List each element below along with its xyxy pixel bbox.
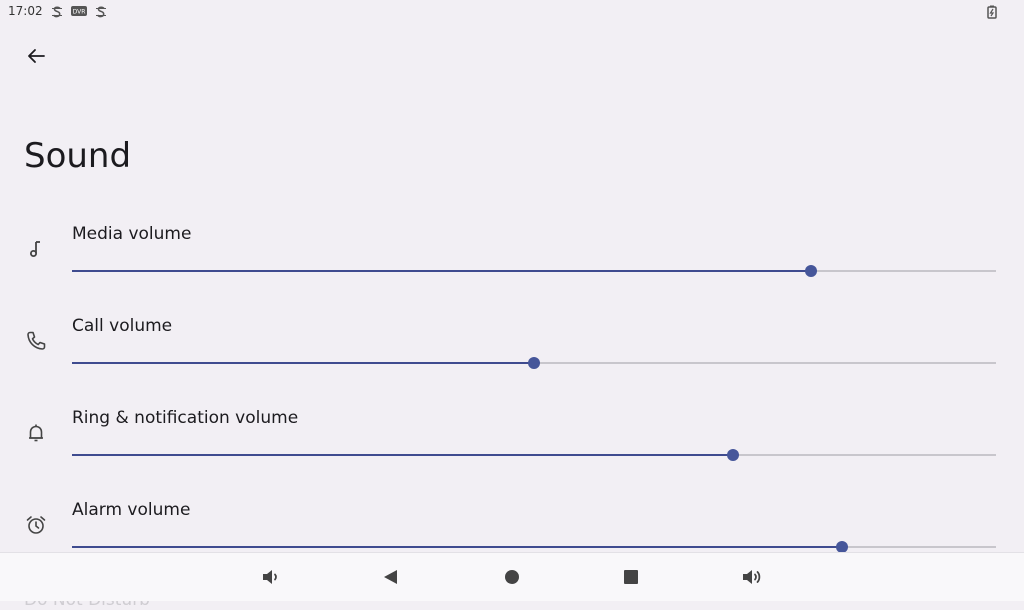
square-recents-icon xyxy=(624,570,638,584)
circle-home-icon xyxy=(505,570,519,584)
media-volume-row: Media volume xyxy=(0,216,1024,308)
volume-down-button[interactable] xyxy=(259,565,283,589)
sync-s-icon xyxy=(96,6,106,18)
sync-s-icon xyxy=(52,6,62,18)
slider-fill xyxy=(72,546,842,548)
page-title: Sound xyxy=(24,136,132,176)
battery-icon xyxy=(987,5,997,19)
volume-up-button[interactable] xyxy=(740,565,764,589)
back-nav-button[interactable] xyxy=(379,565,403,589)
phone-icon xyxy=(27,331,46,350)
status-time: 17:02 xyxy=(8,4,43,18)
slider-thumb[interactable] xyxy=(726,449,739,461)
dvr-icon: DVR xyxy=(71,6,87,16)
slider-fill xyxy=(72,362,534,364)
media-volume-slider[interactable] xyxy=(72,261,996,281)
slider-fill xyxy=(72,270,812,272)
slider-thumb[interactable] xyxy=(805,265,818,277)
slider-thumb[interactable] xyxy=(835,541,848,553)
navigation-bar xyxy=(0,552,1024,601)
status-bar: 17:02 DVR xyxy=(0,0,1024,24)
ring-volume-slider[interactable] xyxy=(72,445,996,465)
music-note-icon xyxy=(30,241,40,257)
call-volume-label: Call volume xyxy=(72,316,173,336)
svg-text:DVR: DVR xyxy=(73,9,86,16)
call-volume-row: Call volume xyxy=(0,308,1024,400)
ring-volume-row: Ring & notification volume xyxy=(0,400,1024,492)
slider-fill xyxy=(72,454,733,456)
media-volume-label: Media volume xyxy=(72,224,192,244)
alarm-volume-slider[interactable] xyxy=(72,537,996,557)
ring-volume-label: Ring & notification volume xyxy=(72,408,299,428)
recents-button[interactable] xyxy=(619,565,643,589)
home-button[interactable] xyxy=(500,565,524,589)
arrow-left-icon xyxy=(28,49,45,63)
alarm-volume-label: Alarm volume xyxy=(72,500,191,520)
alarm-clock-icon xyxy=(26,516,46,534)
volume-up-icon xyxy=(743,570,761,584)
alarm-volume-row: Alarm volume xyxy=(0,492,1024,584)
back-button[interactable] xyxy=(20,40,52,72)
call-volume-slider[interactable] xyxy=(72,353,996,373)
volume-down-icon xyxy=(263,570,277,584)
slider-thumb[interactable] xyxy=(528,357,540,369)
bell-icon xyxy=(29,424,43,442)
triangle-back-icon xyxy=(384,570,397,584)
